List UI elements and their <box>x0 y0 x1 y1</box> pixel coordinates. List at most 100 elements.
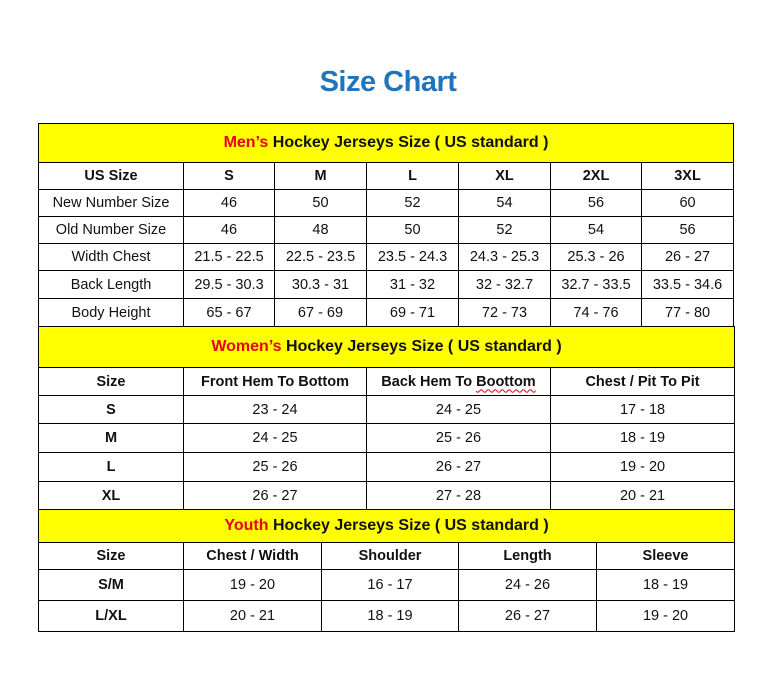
section-title-highlight: Youth <box>224 517 269 534</box>
table-cell: 54 <box>550 216 642 244</box>
table-cell: 56 <box>550 189 642 217</box>
table-cell: 21.5 - 22.5 <box>183 243 275 271</box>
row-label: L <box>38 452 184 482</box>
table-cell: 26 - 27 <box>640 243 735 271</box>
table-cell: 26 - 27 <box>183 481 367 511</box>
column-header-label: M <box>314 168 327 184</box>
column-header-label: Chest / Width <box>206 548 299 564</box>
table-cell: 25 - 26 <box>366 423 551 453</box>
table-cell: 16 - 17 <box>321 569 459 601</box>
row-label: S <box>38 395 184 424</box>
table-cell: 25 - 26 <box>183 452 367 482</box>
table-cell: 67 - 69 <box>274 298 367 327</box>
column-header-label: 2XL <box>582 168 610 184</box>
column-header-label: Chest / Pit To Pit <box>585 373 700 390</box>
column-header-label: Sleeve <box>642 548 689 564</box>
table-cell: 17 - 18 <box>549 395 736 424</box>
table-cell: 18 - 19 <box>549 423 736 453</box>
table-row: Body Height 65 - 67 67 - 69 69 - 71 72 - 73 7… <box>38 298 735 327</box>
table-cell: 52 <box>366 189 459 217</box>
table-row: Width Chest 21.5 - 22.5 22.5 - 23.5 23.5 - … <box>38 243 735 271</box>
table-cell: 19 - 20 <box>549 452 736 482</box>
table-cell: 54 <box>458 189 551 217</box>
table-cell: 69 - 71 <box>366 298 459 327</box>
men-header-row: US Size S M L XL 2XL 3XL <box>38 162 735 190</box>
mens-size-table: Men’s Hockey Jerseys Size ( US standard … <box>37 123 735 327</box>
row-label: Body Height <box>38 298 184 327</box>
column-header: Shoulder <box>321 542 459 570</box>
row-label: M <box>38 423 184 453</box>
table-cell: 50 <box>274 189 367 217</box>
table-row: XL 26 - 27 27 - 28 20 - 21 <box>38 481 736 511</box>
section-title-text: Hockey Jerseys Size ( US standard ) <box>281 338 562 355</box>
table-cell: 23.5 - 24.3 <box>366 243 459 271</box>
table-row: Back Length 29.5 - 30.3 30.3 - 31 31 - 32 32… <box>38 270 735 299</box>
column-header-label: XL <box>495 168 514 184</box>
table-cell: 74 - 76 <box>550 298 642 327</box>
row-label: L/XL <box>38 600 184 632</box>
row-label: XL <box>38 481 184 511</box>
table-cell: 24 - 25 <box>183 423 367 453</box>
table-cell: 18 - 19 <box>595 569 736 601</box>
table-cell: 46 <box>183 189 275 217</box>
row-label: Back Length <box>38 270 184 299</box>
table-cell: 24.3 - 25.3 <box>458 243 551 271</box>
table-cell: 46 <box>183 216 275 244</box>
table-cell: 32 - 32.7 <box>458 270 551 299</box>
table-cell: 32.7 - 33.5 <box>550 270 642 299</box>
row-label: Old Number Size <box>38 216 184 244</box>
column-header-label: Shoulder <box>358 548 422 564</box>
table-cell: 23 - 24 <box>183 395 367 424</box>
table-cell: 31 - 32 <box>366 270 459 299</box>
column-header: Back Hem To Boottom <box>366 367 551 396</box>
table-cell: 24 - 25 <box>366 395 551 424</box>
column-header: Chest / Pit To Pit <box>549 367 736 396</box>
table-row: Old Number Size 46 48 50 52 54 56 <box>38 216 735 244</box>
column-header-label: Back Hem To Boottom <box>381 373 536 390</box>
table-row: S/M 19 - 20 16 - 17 24 - 26 18 - 19 <box>38 569 736 601</box>
column-header: XL <box>458 162 551 190</box>
column-header-label: Size <box>96 548 126 564</box>
table-cell: 19 - 20 <box>183 569 322 601</box>
table-cell: 50 <box>366 216 459 244</box>
table-row: New Number Size 46 50 52 54 56 60 <box>38 189 735 217</box>
table-cell: 56 <box>640 216 735 244</box>
column-header: Chest / Width <box>183 542 322 570</box>
table-row: L 25 - 26 26 - 27 19 - 20 <box>38 452 736 482</box>
table-cell: 77 - 80 <box>640 298 735 327</box>
column-header: US Size <box>38 162 184 190</box>
women-header-row: Size Front Hem To Bottom Back Hem To Boott… <box>38 367 736 396</box>
page-title: Size Chart <box>319 66 457 98</box>
row-label: Width Chest <box>38 243 184 271</box>
table-cell: 26 - 27 <box>458 600 597 632</box>
table-cell: 19 - 20 <box>595 600 736 632</box>
row-label: New Number Size <box>38 189 184 217</box>
column-header: Size <box>38 367 184 396</box>
column-header-label: S <box>224 168 234 184</box>
table-cell: 27 - 28 <box>366 481 551 511</box>
table-cell: 48 <box>274 216 367 244</box>
section-title-text: Hockey Jerseys Size ( US standard ) <box>268 134 549 151</box>
column-header-label: 3XL <box>674 168 701 184</box>
row-label: S/M <box>38 569 184 601</box>
youth-section-title: Youth Hockey Jerseys Size ( US standard … <box>37 509 736 543</box>
section-title-highlight: Women’s <box>211 338 282 355</box>
table-cell: 65 - 67 <box>183 298 275 327</box>
column-header-label: Size <box>96 373 126 390</box>
table-cell: 60 <box>640 189 735 217</box>
column-header: L <box>366 162 459 190</box>
youth-header-row: Size Chest / Width Shoulder Length Sleeve <box>38 542 736 570</box>
youth-section-header-row: Youth Hockey Jerseys Size ( US standard … <box>37 509 736 543</box>
women-section-header-row: Women’s Hockey Jerseys Size ( US standar… <box>37 326 736 368</box>
table-cell: 52 <box>458 216 551 244</box>
section-title-text: Hockey Jerseys Size ( US standard ) <box>268 517 549 534</box>
youth-size-table: Youth Hockey Jerseys Size ( US standard … <box>37 509 736 632</box>
table-cell: 33.5 - 34.6 <box>640 270 735 299</box>
table-cell: 22.5 - 23.5 <box>274 243 367 271</box>
womens-size-table: Women’s Hockey Jerseys Size ( US standar… <box>37 326 736 511</box>
table-cell: 24 - 26 <box>458 569 597 601</box>
column-header: Sleeve <box>595 542 736 570</box>
table-row: S 23 - 24 24 - 25 17 - 18 <box>38 395 736 424</box>
column-header: Size <box>38 542 184 570</box>
column-header-label: Length <box>503 548 552 564</box>
